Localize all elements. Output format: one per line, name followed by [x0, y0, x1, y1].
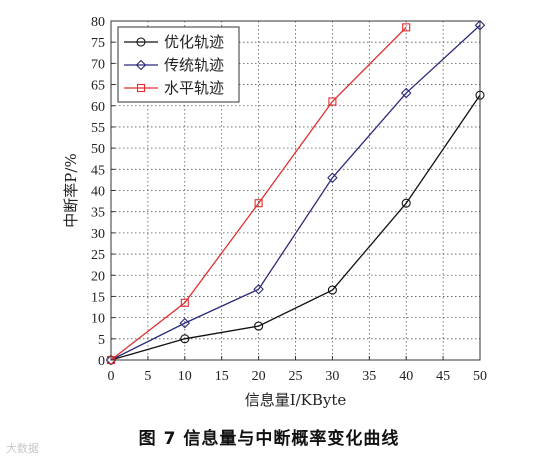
series-line: [110, 26, 407, 361]
grid-lines: [111, 21, 480, 360]
y-tick-label: 65: [91, 79, 105, 94]
y-tick-label: 35: [91, 206, 105, 221]
y-tick-label: 40: [91, 185, 105, 200]
legend-item: 水平轨迹: [124, 79, 224, 97]
watermark: 大数据: [6, 442, 39, 455]
x-tick-label: 35: [362, 369, 376, 384]
series-line: [110, 24, 481, 361]
y-tick-label: 50: [91, 142, 105, 157]
series-line: [110, 94, 481, 361]
y-tick-label: 0: [98, 354, 105, 369]
y-tick-label: 45: [91, 163, 105, 178]
y-tick-label: 5: [98, 333, 105, 348]
x-tick-label: 10: [178, 369, 192, 384]
y-tick-label: 10: [91, 312, 105, 327]
x-tick-label: 50: [473, 369, 487, 384]
y-tick-label: 75: [91, 36, 105, 51]
x-tick-label: 30: [325, 369, 339, 384]
y-tick-label: 60: [91, 100, 105, 115]
y-tick-label: 30: [91, 227, 105, 242]
y-tick-label: 25: [91, 248, 105, 263]
legend-label: 优化轨迹: [164, 33, 224, 51]
data-point: [253, 283, 264, 295]
legend-item: 传统轨迹: [124, 56, 224, 74]
series-layer: [105, 19, 486, 366]
data-point: [401, 198, 411, 208]
legend-label: 水平轨迹: [164, 79, 224, 97]
figure-caption: 图 7 信息量与中断概率变化曲线: [138, 429, 400, 449]
y-tick-label: 20: [91, 269, 105, 284]
chart-canvas: 0 5 10 15 20 25 30 35 40 45 50 0 5 10 15 20 25 30 35 40 45 50…: [62, 15, 487, 409]
data-point: [327, 285, 337, 295]
x-tick-label: 40: [399, 369, 413, 384]
x-tick-label: 5: [144, 369, 151, 384]
legend-marker: [136, 37, 146, 47]
x-tick-label: 0: [108, 369, 115, 384]
x-tick-label: 15: [215, 369, 229, 384]
data-point: [402, 23, 411, 32]
legend-marker: [136, 83, 146, 93]
data-point: [327, 172, 338, 184]
legend-label: 传统轨迹: [164, 56, 224, 74]
y-tick-label: 70: [91, 57, 105, 72]
tick-labels: 0 5 10 15 20 25 30 35 40 45 50 0 5 10 15 20 25 30 35 40 45 50…: [91, 15, 487, 384]
x-tick-label: 25: [289, 369, 303, 384]
data-point: [328, 97, 337, 106]
data-point: [179, 317, 191, 329]
data-point: [254, 321, 264, 331]
legend-marker: [135, 59, 147, 71]
data-point: [180, 298, 189, 307]
series-circle: [106, 90, 485, 365]
x-axis-label: 信息量I/KByte: [245, 391, 347, 409]
y-tick-label: 15: [91, 290, 105, 305]
y-axis-label: 中断率P/%: [62, 153, 80, 227]
data-point: [400, 87, 412, 99]
legend-item: 优化轨迹: [124, 33, 224, 51]
y-tick-label: 55: [91, 121, 105, 136]
x-tick-label: 45: [436, 369, 450, 384]
data-point: [254, 199, 263, 208]
data-point: [180, 334, 190, 344]
x-tick-label: 20: [252, 369, 266, 384]
y-tick-label: 80: [91, 15, 105, 30]
